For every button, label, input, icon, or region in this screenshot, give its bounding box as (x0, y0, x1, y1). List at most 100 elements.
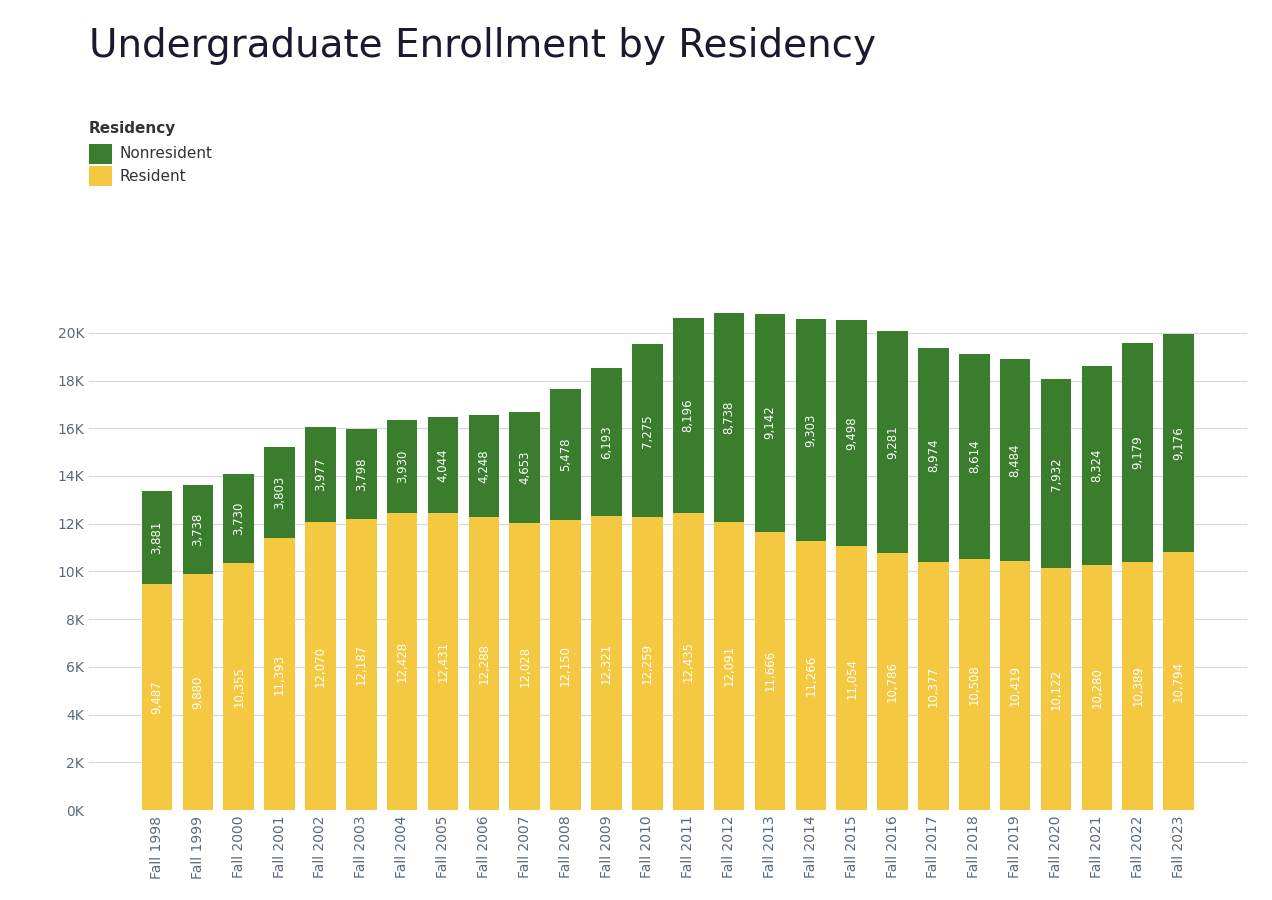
Bar (795, 541, 826, 810)
Bar (510, 523, 541, 810)
Text: 4,248: 4,248 (477, 449, 491, 483)
Text: 9,880: 9,880 (191, 675, 205, 709)
Text: 8,196: 8,196 (682, 399, 695, 432)
Text: 4,653: 4,653 (518, 451, 532, 484)
Text: Nonresident: Nonresident (120, 147, 212, 161)
Bar (959, 354, 990, 559)
Bar (1164, 334, 1194, 553)
Bar (837, 546, 868, 810)
Bar (714, 521, 744, 810)
Text: 7,932: 7,932 (1049, 457, 1062, 490)
Text: 3,930: 3,930 (396, 450, 408, 483)
Text: 10,508: 10,508 (968, 664, 981, 705)
Bar (346, 428, 377, 519)
Text: 5,478: 5,478 (560, 438, 572, 472)
Bar (141, 583, 172, 810)
Text: 3,730: 3,730 (233, 501, 245, 536)
Bar (305, 522, 336, 810)
Text: 9,176: 9,176 (1172, 426, 1186, 460)
Text: 9,303: 9,303 (804, 413, 818, 447)
Bar (1122, 562, 1154, 810)
Bar (1040, 379, 1071, 569)
Bar (387, 419, 417, 514)
Bar (837, 320, 868, 546)
Bar (1000, 562, 1030, 810)
Text: 10,355: 10,355 (233, 666, 245, 706)
Bar (468, 416, 499, 517)
Text: 10,419: 10,419 (1009, 665, 1021, 706)
Text: 10,377: 10,377 (927, 666, 940, 706)
Bar (918, 348, 949, 562)
Bar (468, 517, 499, 810)
Text: 8,484: 8,484 (1009, 444, 1021, 477)
Bar (632, 344, 663, 518)
Bar (182, 574, 214, 810)
Text: 12,435: 12,435 (682, 641, 695, 682)
Bar (551, 520, 581, 810)
Text: 3,738: 3,738 (191, 513, 205, 546)
Text: 10,794: 10,794 (1172, 661, 1186, 702)
Text: 12,070: 12,070 (314, 645, 327, 687)
Bar (224, 474, 254, 562)
Text: 7,275: 7,275 (641, 414, 654, 447)
Bar (918, 562, 949, 810)
Bar (551, 390, 581, 520)
Text: 12,028: 12,028 (518, 646, 532, 687)
Bar (714, 313, 744, 521)
Bar (591, 368, 622, 516)
Bar (673, 513, 703, 810)
Bar (878, 331, 908, 553)
Text: 9,487: 9,487 (150, 680, 164, 714)
Text: 9,281: 9,281 (887, 425, 899, 459)
Text: 9,142: 9,142 (763, 406, 776, 439)
Bar (141, 491, 172, 583)
Text: 12,321: 12,321 (600, 643, 613, 684)
Text: 12,187: 12,187 (355, 644, 368, 685)
Bar (182, 485, 214, 574)
Text: 12,259: 12,259 (641, 644, 654, 684)
Text: 11,266: 11,266 (804, 655, 818, 697)
Bar (754, 313, 785, 532)
Bar (959, 559, 990, 810)
Bar (427, 513, 458, 810)
Bar (673, 318, 703, 513)
Text: 10,280: 10,280 (1090, 667, 1103, 707)
Text: 8,738: 8,738 (722, 400, 735, 434)
Bar (1164, 553, 1194, 810)
Bar (1000, 359, 1030, 562)
Bar (878, 553, 908, 810)
Bar (1081, 564, 1112, 810)
Text: 11,054: 11,054 (845, 658, 859, 698)
Bar (754, 532, 785, 810)
Text: 12,431: 12,431 (436, 641, 449, 682)
Bar (387, 514, 417, 810)
Text: 12,150: 12,150 (560, 644, 572, 686)
Text: 8,324: 8,324 (1090, 449, 1103, 482)
Text: 3,798: 3,798 (355, 457, 368, 490)
Text: 11,393: 11,393 (273, 653, 286, 695)
Text: 10,786: 10,786 (887, 661, 899, 702)
Bar (1081, 366, 1112, 564)
Bar (224, 562, 254, 810)
Bar (346, 519, 377, 810)
Text: 4,044: 4,044 (436, 448, 449, 482)
Bar (265, 447, 295, 538)
Bar (795, 320, 826, 541)
Bar (265, 538, 295, 810)
Bar (632, 518, 663, 810)
Text: 3,977: 3,977 (314, 458, 327, 491)
Text: 12,428: 12,428 (396, 641, 408, 682)
Text: Residency: Residency (89, 122, 177, 137)
Text: 9,179: 9,179 (1131, 436, 1145, 470)
Text: 3,803: 3,803 (273, 476, 286, 509)
Bar (1040, 569, 1071, 810)
Text: 3,881: 3,881 (150, 520, 164, 554)
Text: 12,288: 12,288 (477, 643, 491, 684)
Text: 9,498: 9,498 (845, 416, 859, 450)
Text: Resident: Resident (120, 169, 186, 184)
Text: 8,974: 8,974 (927, 438, 940, 473)
Bar (510, 412, 541, 523)
Text: 10,389: 10,389 (1131, 666, 1145, 706)
Text: Undergraduate Enrollment by Residency: Undergraduate Enrollment by Residency (89, 27, 876, 65)
Bar (1122, 343, 1154, 562)
